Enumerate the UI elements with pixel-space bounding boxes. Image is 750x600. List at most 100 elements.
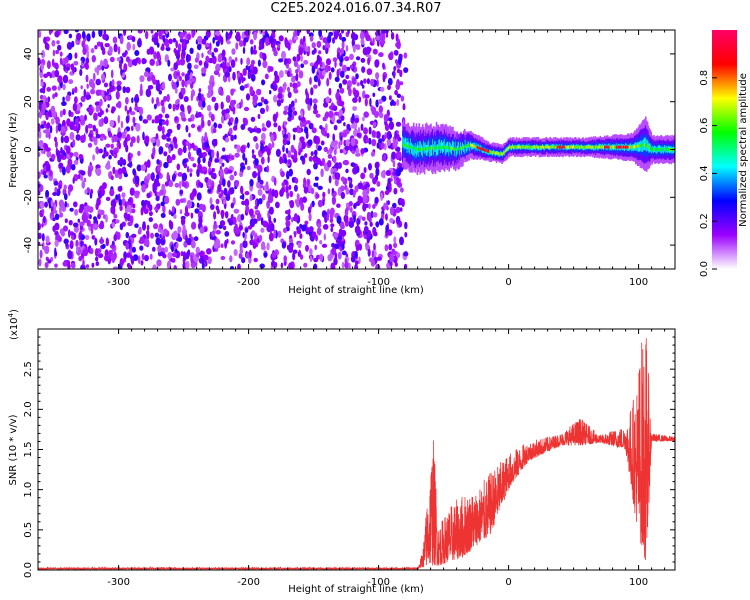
signal-core-cell [589, 145, 592, 149]
noise-blob [55, 124, 59, 134]
noise-blob [165, 132, 171, 138]
noise-blob [333, 124, 338, 131]
noise-blob [109, 188, 115, 197]
noise-blob [242, 46, 246, 55]
noise-blob [238, 40, 244, 47]
noise-blob [74, 209, 79, 216]
noise-blob [161, 120, 167, 125]
signal-band-cell [438, 139, 440, 151]
noise-blob [130, 136, 136, 144]
noise-blob [292, 82, 298, 89]
noise-blob [150, 30, 154, 34]
signal-core-cell [410, 145, 412, 149]
noise-blob [105, 108, 109, 113]
noise-blob [232, 71, 236, 81]
noise-blob [335, 172, 340, 182]
noise-blob [225, 194, 231, 201]
noise-blob [332, 37, 335, 44]
noise-blob [181, 79, 185, 88]
noise-blob [146, 230, 150, 236]
signal-core-cell [460, 146, 462, 150]
noise-blob [59, 212, 64, 218]
signal-core-cell [468, 143, 470, 147]
noise-blob [80, 85, 83, 90]
signal-core-cell [462, 146, 464, 149]
signal-band-cell [452, 140, 454, 150]
signal-core-cell [569, 145, 571, 149]
noise-blob [207, 119, 211, 127]
noise-blob [399, 69, 403, 78]
noise-blob [361, 216, 366, 221]
noise-blob [364, 97, 368, 107]
signal-core-cell [483, 148, 486, 152]
noise-blob [357, 196, 363, 204]
noise-blob [188, 143, 191, 152]
noise-blob [59, 57, 63, 66]
noise-blob [344, 208, 349, 217]
noise-blob [38, 223, 41, 230]
signal-core-cell [556, 145, 559, 149]
noise-blob [266, 147, 271, 156]
noise-blob [223, 199, 226, 205]
noise-blob [333, 257, 338, 266]
noise-blob [385, 170, 391, 176]
signal-core-cell [457, 147, 460, 151]
noise-blob [298, 47, 304, 56]
noise-blob [123, 63, 128, 73]
noise-blob [45, 147, 51, 152]
signal-core-cell [543, 145, 545, 149]
noise-blob [328, 110, 334, 118]
noise-blob [307, 139, 313, 147]
noise-blob [322, 224, 329, 230]
noise-blob [132, 116, 136, 124]
noise-blob [223, 187, 228, 196]
signal-core-cell [470, 143, 472, 147]
noise-blob [276, 99, 282, 107]
y-tick-label: 0 [23, 146, 34, 152]
noise-blob [74, 52, 78, 59]
noise-blob [263, 98, 268, 105]
noise-blob [190, 254, 194, 264]
noise-blob [51, 85, 57, 91]
signal-core-cell [540, 145, 542, 149]
noise-blob [60, 147, 63, 153]
noise-blob [62, 96, 65, 102]
noise-blob [313, 156, 317, 164]
noise-blob [65, 145, 71, 155]
noise-blob [132, 43, 136, 51]
noise-blob [176, 163, 181, 171]
noise-blob [334, 144, 338, 151]
signal-core-cell [550, 145, 552, 149]
noise-blob [73, 151, 79, 157]
noise-blob [240, 165, 246, 170]
signal-core-cell [485, 149, 488, 153]
noise-blob [298, 147, 303, 153]
noise-blob [280, 262, 284, 269]
signal-core-cell [610, 145, 612, 149]
noise-blob [156, 42, 160, 48]
noise-blob [79, 115, 84, 121]
noise-blob [69, 131, 75, 140]
noise-blob [118, 142, 121, 150]
noise-blob [67, 262, 71, 269]
noise-blob [66, 118, 71, 127]
noise-blob [226, 62, 231, 67]
signal-core-cell [424, 147, 427, 151]
noise-blob [332, 105, 338, 112]
noise-blob [375, 35, 381, 41]
noise-blob [396, 99, 400, 106]
signal-core-cell [405, 144, 408, 148]
noise-blob [190, 77, 196, 83]
noise-blob [257, 188, 263, 196]
noise-blob [303, 262, 308, 268]
noise-blob [352, 190, 357, 195]
noise-blob [356, 82, 360, 87]
noise-blob [268, 206, 274, 215]
noise-blob [260, 142, 264, 152]
noise-blob [216, 208, 220, 215]
noise-blob [204, 141, 210, 149]
noise-blob [70, 63, 75, 71]
signal-band-cell [422, 140, 425, 152]
signal-band-cell [428, 139, 430, 151]
noise-blob [214, 158, 220, 163]
